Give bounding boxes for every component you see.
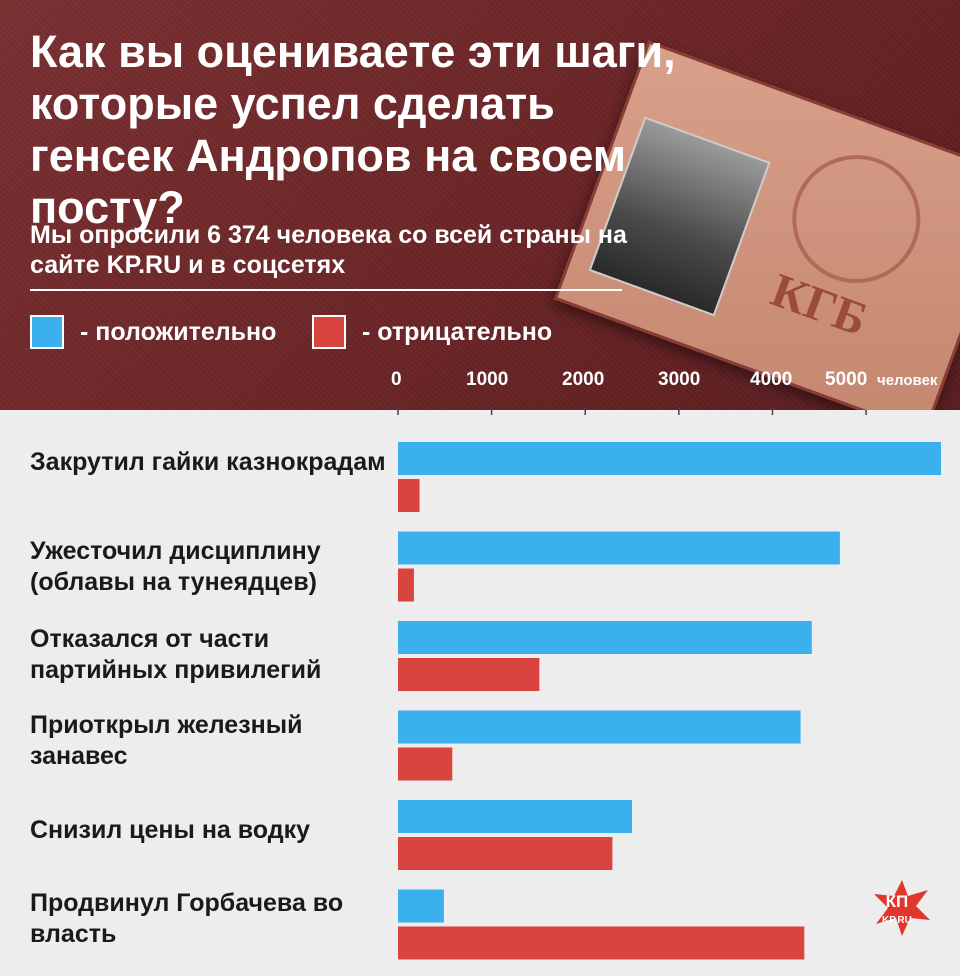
chart-subtitle: Мы опросили 6 374 человека со всей стран… [30, 220, 650, 280]
bar-positive [398, 442, 941, 475]
bar-negative [398, 569, 414, 602]
bar-positive [398, 532, 840, 565]
legend-swatch-positive [30, 315, 64, 349]
axis-unit-label: человек [877, 372, 937, 389]
bar-negative [398, 927, 804, 960]
bar-positive [398, 711, 801, 744]
axis-tick-label: 3000 [658, 369, 700, 391]
axis-tick-label: 2000 [562, 369, 604, 391]
bar-negative [398, 658, 539, 691]
kp-logo-line2: KP.RU [882, 915, 912, 926]
legend-swatch-negative [312, 315, 346, 349]
bar-positive [398, 621, 812, 654]
axis-tick-label: 1000 [466, 369, 508, 391]
bar-negative [398, 479, 420, 512]
axis-tick-label: 0 [391, 369, 402, 391]
axis-tick-label: 4000 [750, 369, 792, 391]
legend-label-positive: - положительно [80, 318, 276, 347]
chart-title: Как вы оцениваете эти шаги, которые успе… [30, 26, 690, 234]
kp-logo-text: КП KP.RU [882, 894, 912, 929]
legend-label-negative: - отрицательно [362, 318, 552, 347]
bar-positive [398, 890, 444, 923]
bar-negative [398, 837, 612, 870]
axis-tick-label: 5000 [825, 369, 867, 391]
bar-negative [398, 748, 452, 781]
bar-positive [398, 800, 632, 833]
kp-logo-line1: КП [886, 892, 909, 911]
header-divider [30, 289, 622, 291]
